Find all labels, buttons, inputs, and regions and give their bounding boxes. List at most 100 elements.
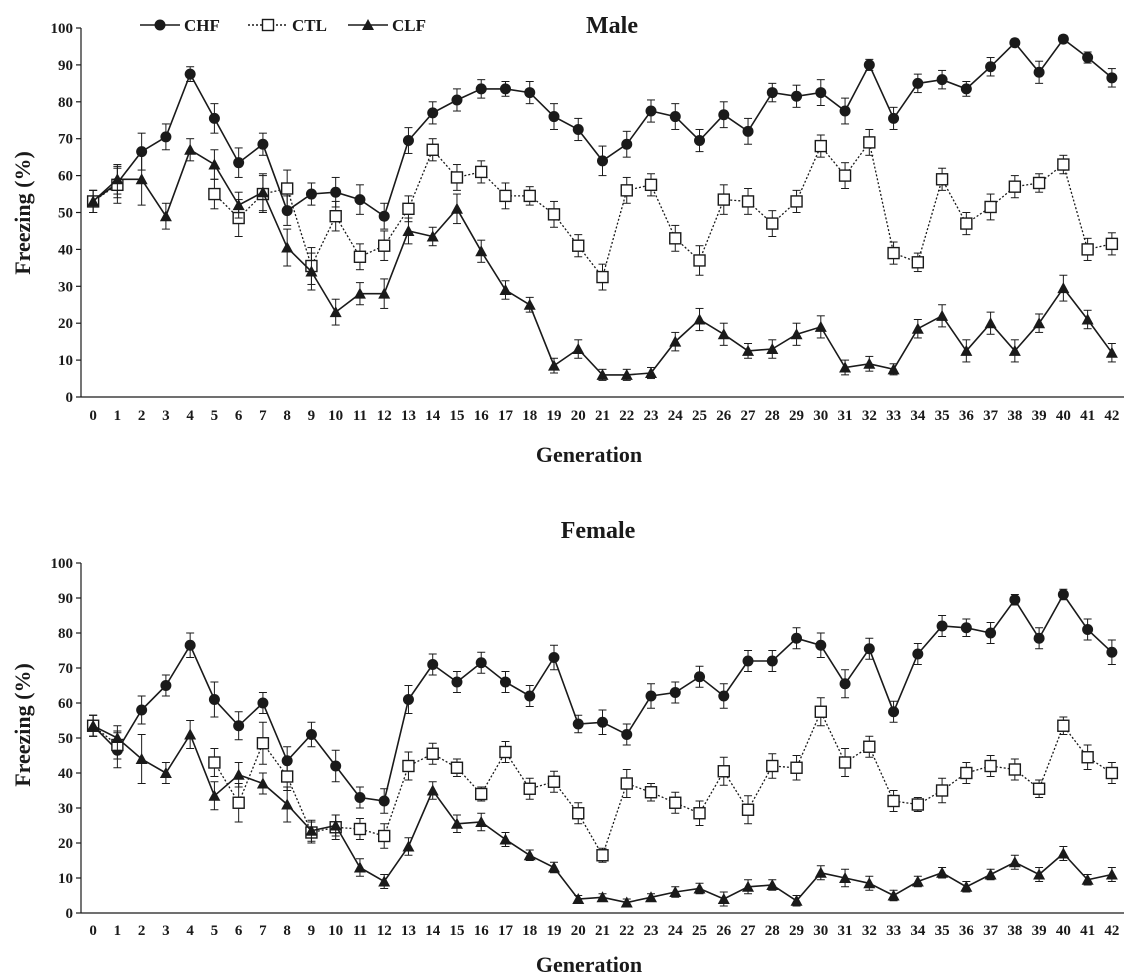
- male-clf-point: [159, 210, 172, 222]
- male-clf-point: [887, 363, 900, 375]
- female-ctl-point: [450, 761, 464, 774]
- male-y-tick-label: 10: [58, 353, 73, 369]
- male-ctl-line: [213, 140, 1113, 279]
- female-ctl-point: [693, 807, 706, 820]
- female-x-tick-label: 35: [935, 923, 950, 939]
- female-chf-point: [1057, 589, 1069, 600]
- female-x-tick-label: 3: [162, 923, 170, 939]
- male-x-tick-label: 36: [959, 408, 975, 424]
- male-y-tick-label: 40: [58, 242, 73, 258]
- male-chf-point: [791, 90, 803, 102]
- female-clf-point: [208, 789, 221, 801]
- male-clf-point: [766, 343, 779, 355]
- female-chf-point: [839, 678, 851, 690]
- male-x-tick-label: 31: [838, 408, 853, 424]
- female-clf-point: [87, 719, 100, 731]
- female-clf-point: [499, 833, 512, 845]
- male-clf-point: [839, 361, 852, 373]
- male-clf-point: [1033, 317, 1046, 329]
- male-x-tick-label: 25: [692, 408, 707, 424]
- male-chf-point: [1057, 33, 1069, 45]
- female-clf-point: [839, 872, 852, 883]
- female-clf-point: [645, 891, 658, 903]
- female-y-tick-label: 0: [66, 906, 74, 922]
- male-x-tick-label: 3: [162, 408, 170, 424]
- male-clf-point: [329, 306, 342, 318]
- female-chf-point: [281, 755, 293, 767]
- female-y-tick-label: 50: [58, 731, 73, 747]
- male-clf-point: [936, 309, 949, 321]
- female-ctl-point: [984, 759, 997, 773]
- female-x-tick-label: 38: [1007, 923, 1022, 939]
- female-x-tick-label: 1: [114, 923, 122, 939]
- female-clf-point: [717, 893, 730, 904]
- female-x-tick-label: 9: [308, 923, 316, 939]
- male-y-axis-label: Freezing (%): [10, 151, 35, 275]
- male-clf-point: [620, 368, 633, 380]
- female-x-tick-label: 19: [546, 923, 561, 939]
- male-ctl-point: [766, 217, 779, 230]
- male-chf-point: [1082, 52, 1094, 64]
- male-clf-point: [111, 173, 124, 185]
- male-clf-point: [135, 173, 148, 185]
- male-x-tick-label: 35: [935, 408, 950, 424]
- female-x-tick-label: 14: [425, 923, 441, 939]
- female-ctl-point: [717, 765, 730, 778]
- female-ctl-point: [741, 803, 755, 816]
- female-clf-point: [329, 819, 342, 831]
- female-chf-point: [402, 694, 414, 705]
- female-chf-point: [912, 648, 924, 660]
- female-chf-point: [718, 690, 730, 702]
- male-clf-point: [863, 357, 876, 369]
- male-x-tick-label: 41: [1080, 408, 1095, 424]
- male-x-tick-label: 13: [401, 408, 416, 424]
- male-clf-point: [814, 320, 827, 332]
- male-x-tick-label: 0: [89, 408, 97, 424]
- female-x-tick-label: 18: [522, 923, 537, 939]
- male-chf-point: [548, 111, 560, 123]
- female-x-tick-label: 13: [401, 923, 416, 939]
- male-x-tick-label: 2: [138, 408, 146, 424]
- legend-clf-marker: [362, 19, 374, 30]
- male-clf-point: [547, 359, 560, 371]
- female-x-tick-label: 23: [644, 923, 659, 939]
- female-clf-point: [887, 889, 900, 901]
- female-chf-point: [548, 652, 560, 663]
- male-chf-point: [475, 83, 487, 95]
- male-x-tick-label: 24: [668, 408, 684, 424]
- male-clf-point: [475, 245, 488, 257]
- male-clf-point: [450, 202, 463, 214]
- male-ctl-point: [499, 189, 512, 203]
- male-chf-point: [305, 188, 317, 200]
- female-x-tick-label: 7: [259, 923, 267, 939]
- male-chf-point: [354, 194, 366, 206]
- male-y-tick-label: 100: [51, 21, 74, 37]
- male-chf-point: [1033, 66, 1045, 78]
- male-chf-point: [888, 112, 900, 124]
- female-x-tick-label: 30: [813, 923, 828, 939]
- female-x-tick-label: 15: [449, 923, 464, 939]
- female-chf-point: [1106, 646, 1118, 658]
- male-x-tick-label: 18: [522, 408, 537, 424]
- male-chf-point: [427, 107, 439, 119]
- male-x-tick-label: 38: [1007, 408, 1022, 424]
- male-x-tick-label: 42: [1104, 408, 1119, 424]
- female-ctl-point: [402, 759, 415, 773]
- female-chf-point: [475, 657, 487, 669]
- female-clf-point: [911, 875, 924, 887]
- male-chf-point: [742, 125, 754, 137]
- female-chf-point: [863, 643, 875, 655]
- male-chf-point: [839, 105, 851, 117]
- male-x-tick-label: 19: [546, 408, 561, 424]
- female-ctl-point: [620, 777, 633, 790]
- female-ctl-point: [935, 784, 949, 797]
- male-ctl-point: [863, 136, 876, 149]
- female-y-tick-label: 90: [58, 591, 73, 607]
- female-x-tick-label: 0: [89, 923, 97, 939]
- female-x-axis-label: Generation: [536, 952, 642, 977]
- female-ctl-point: [814, 705, 828, 718]
- female-chf-point: [888, 706, 900, 718]
- legend-item-clf: CLF: [348, 16, 426, 35]
- male-chf-point: [281, 205, 293, 217]
- female-x-tick-label: 34: [910, 923, 926, 939]
